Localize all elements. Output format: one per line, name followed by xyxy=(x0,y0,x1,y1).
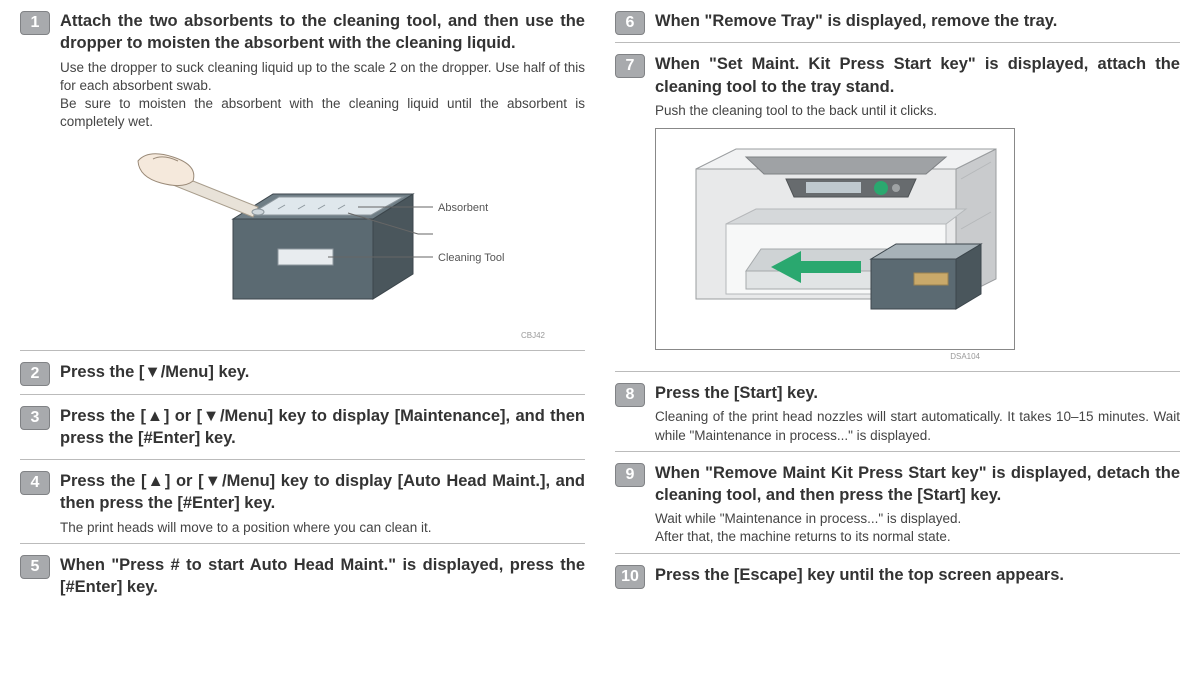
step-description: The print heads will move to a position … xyxy=(60,519,585,537)
step-title: Press the [▲] or [▼/Menu] key to display… xyxy=(60,470,585,515)
callout-absorbent: Absorbent xyxy=(438,202,488,214)
left-column: 1 Attach the two absorbents to the clean… xyxy=(20,10,585,608)
step-description: Wait while "Maintenance in process..." i… xyxy=(655,510,1180,546)
step-title: When "Remove Maint Kit Press Start key" … xyxy=(655,462,1180,507)
step-divider xyxy=(20,543,585,544)
step-number-badge: 10 xyxy=(615,565,645,589)
figure-cleaning-tool: Absorbent Cleaning Tool CBJ42 xyxy=(60,139,585,340)
step-title: When "Remove Tray" is displayed, remove … xyxy=(655,10,1180,32)
instruction-step: 1 Attach the two absorbents to the clean… xyxy=(20,10,585,344)
step-title: Attach the two absorbents to the cleanin… xyxy=(60,10,585,55)
instruction-step: 5 When "Press # to start Auto Head Maint… xyxy=(20,554,585,603)
instruction-step: 8 Press the [Start] key. Cleaning of the… xyxy=(615,382,1180,445)
callout-cleaning-tool: Cleaning Tool xyxy=(438,252,504,264)
step-divider xyxy=(20,459,585,460)
figure-printer-insert: DSA104 xyxy=(655,128,1180,361)
step-title: Press the [Escape] key until the top scr… xyxy=(655,564,1180,586)
right-column: 6 When "Remove Tray" is displayed, remov… xyxy=(615,10,1180,608)
step-description: Cleaning of the print head nozzles will … xyxy=(655,408,1180,444)
instruction-step: 3 Press the [▲] or [▼/Menu] key to displ… xyxy=(20,405,585,454)
step-number-badge: 6 xyxy=(615,11,645,35)
step-number-badge: 1 xyxy=(20,11,50,35)
step-number-badge: 7 xyxy=(615,54,645,78)
step-divider xyxy=(615,451,1180,452)
step-divider xyxy=(20,350,585,351)
step-divider xyxy=(615,371,1180,372)
step-title: Press the [▼/Menu] key. xyxy=(60,361,585,383)
step-description: Use the dropper to suck cleaning liquid … xyxy=(60,59,585,132)
step-divider xyxy=(615,553,1180,554)
instruction-step: 6 When "Remove Tray" is displayed, remov… xyxy=(615,10,1180,36)
step-title: When "Set Maint. Kit Press Start key" is… xyxy=(655,53,1180,98)
step-number-badge: 8 xyxy=(615,383,645,407)
step-number-badge: 3 xyxy=(20,406,50,430)
instruction-step: 2 Press the [▼/Menu] key. xyxy=(20,361,585,387)
step-number-badge: 2 xyxy=(20,362,50,386)
step-number-badge: 5 xyxy=(20,555,50,579)
instruction-step: 4 Press the [▲] or [▼/Menu] key to displ… xyxy=(20,470,585,537)
figure-caption-1: CBJ42 xyxy=(60,331,585,340)
instruction-step: 9 When "Remove Maint Kit Press Start key… xyxy=(615,462,1180,547)
figure-caption-2: DSA104 xyxy=(655,352,1180,361)
step-title: Press the [Start] key. xyxy=(655,382,1180,404)
step-description: Push the cleaning tool to the back until… xyxy=(655,102,1180,120)
instruction-step: 10 Press the [Escape] key until the top … xyxy=(615,564,1180,590)
step-divider xyxy=(20,394,585,395)
step-divider xyxy=(615,42,1180,43)
page-container: 1 Attach the two absorbents to the clean… xyxy=(20,10,1180,608)
step-title: Press the [▲] or [▼/Menu] key to display… xyxy=(60,405,585,450)
step-title: When "Press # to start Auto Head Maint."… xyxy=(60,554,585,599)
step-number-badge: 9 xyxy=(615,463,645,487)
step-number-badge: 4 xyxy=(20,471,50,495)
instruction-step: 7 When "Set Maint. Kit Press Start key" … xyxy=(615,53,1180,365)
